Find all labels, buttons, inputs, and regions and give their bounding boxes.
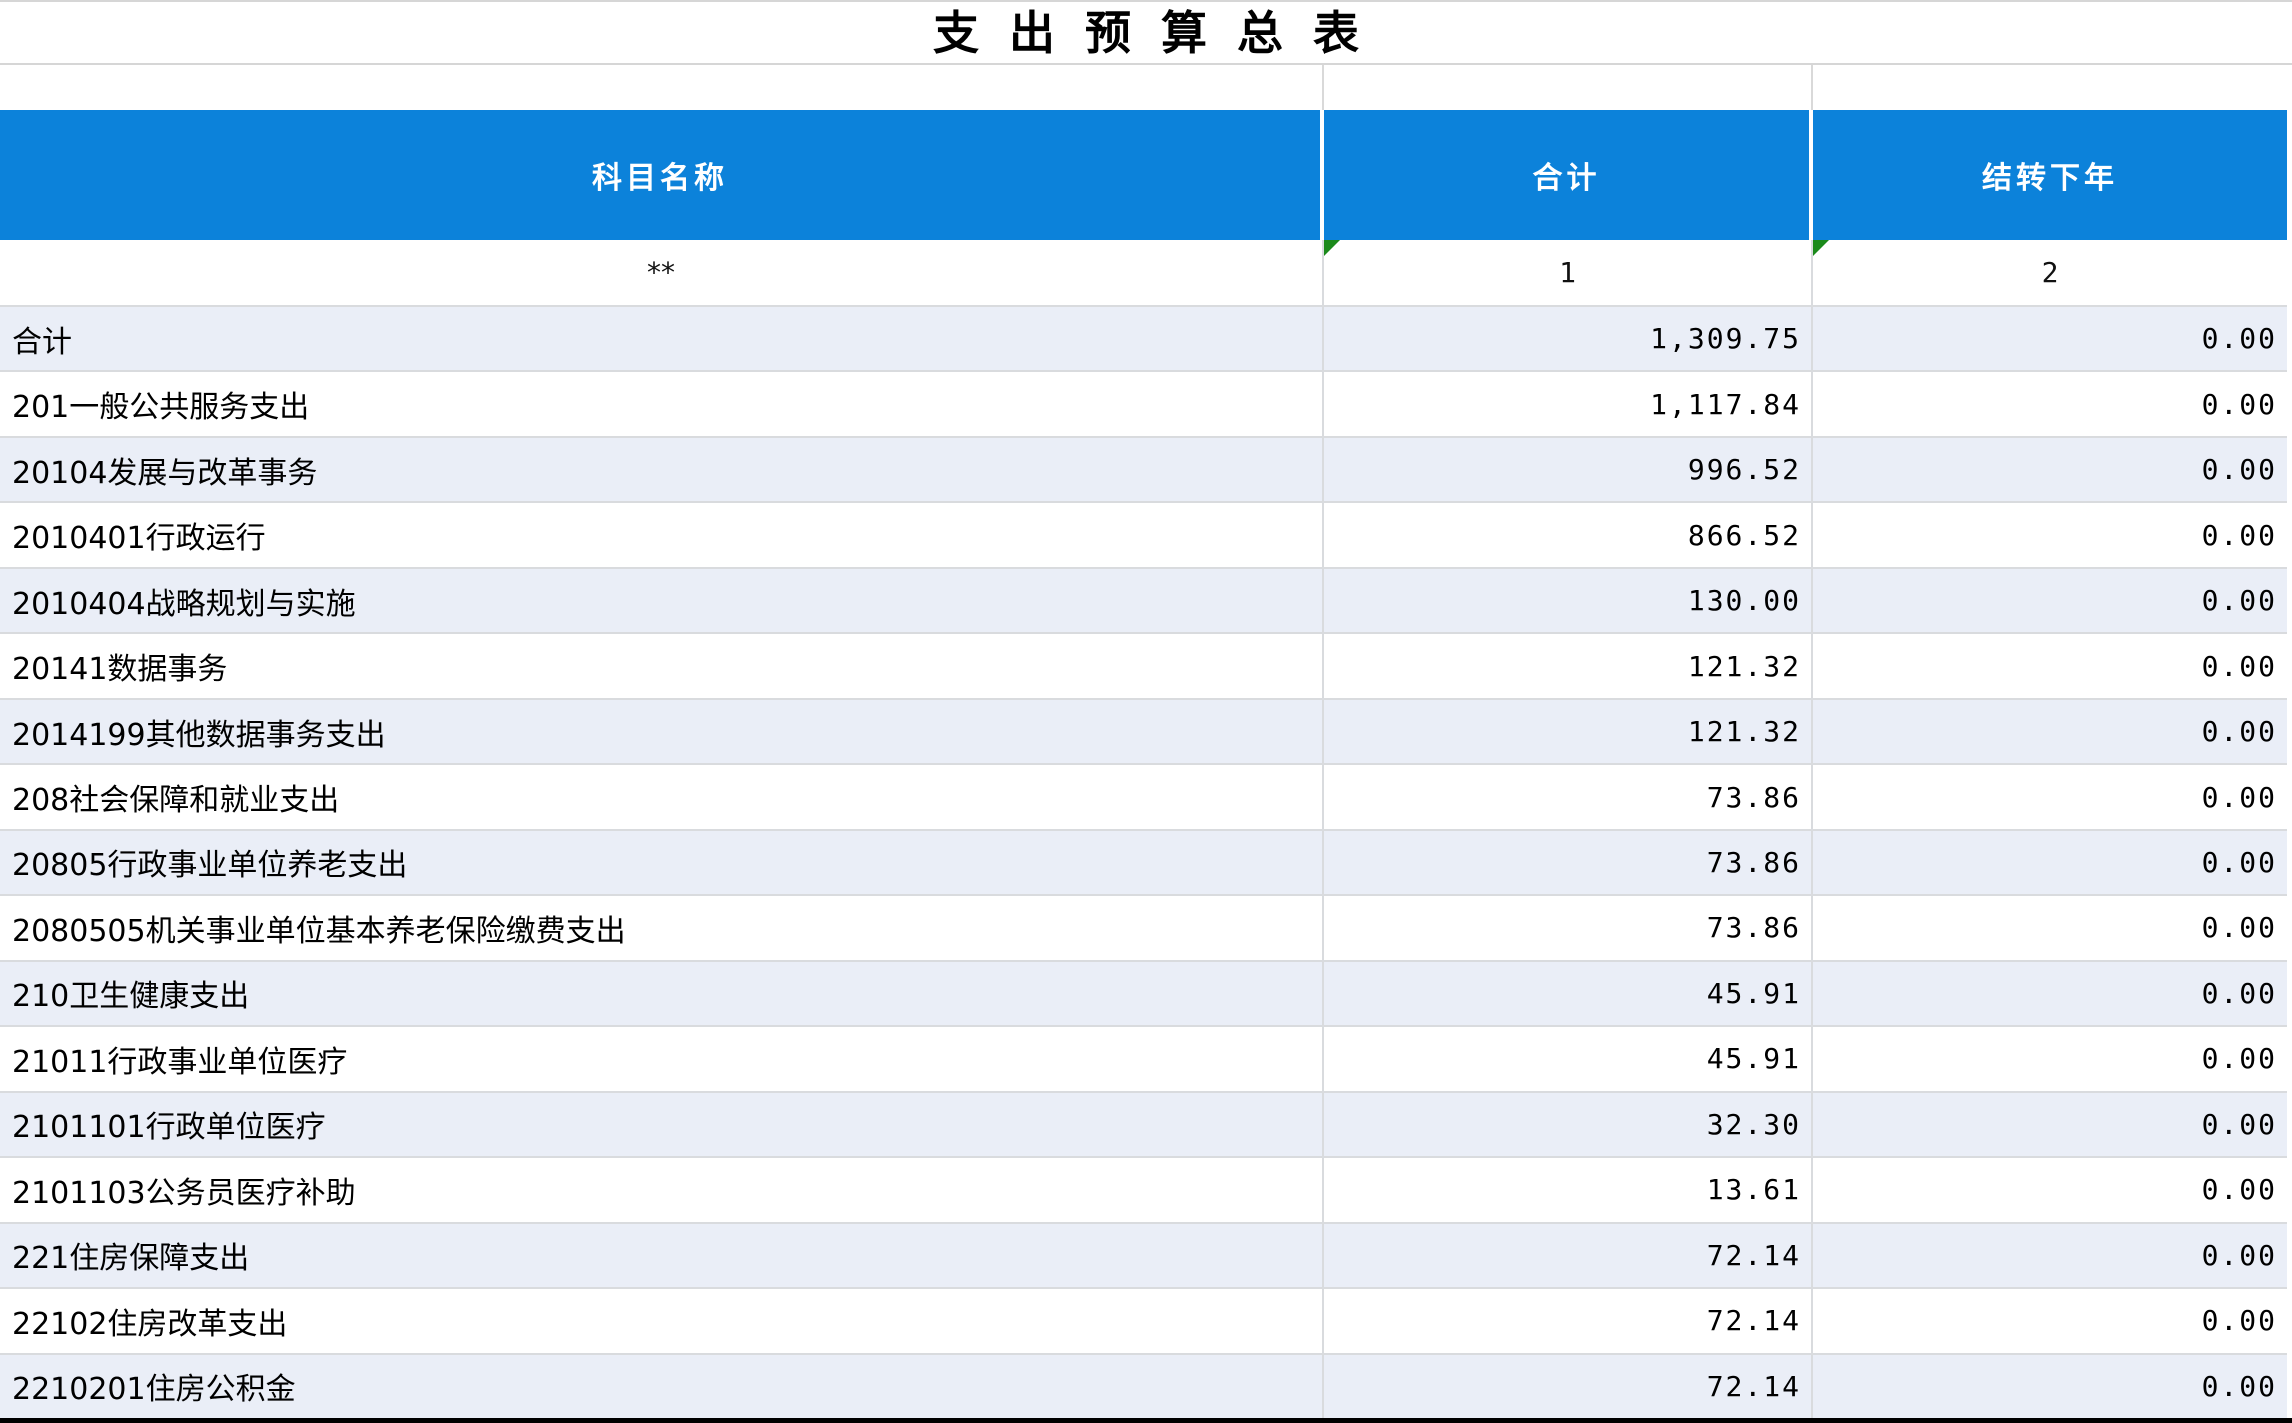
total-cell[interactable]: 13.61: [1324, 1158, 1813, 1222]
carryover-cell[interactable]: 0.00: [2201, 387, 2277, 421]
table-row: 210卫生健康支出 45.91 0.00: [0, 959, 2287, 1026]
column-header-carryover[interactable]: 结转下年: [1813, 110, 2287, 240]
carryover-code-value: 2: [2041, 256, 2059, 289]
table-row: 2010404战略规划与实施 130.00 0.00: [0, 566, 2287, 633]
subject-cell[interactable]: 2210201住房公积金: [0, 1354, 1324, 1418]
subject-cell[interactable]: 221住房保障支出: [0, 1223, 1324, 1288]
total-code-value: 1: [1559, 256, 1576, 289]
subject-cell[interactable]: 2101103公务员医疗补助: [0, 1158, 1324, 1222]
subject-cell[interactable]: 2010401行政运行: [0, 503, 1324, 567]
total-cell[interactable]: 45.91: [1324, 961, 1813, 1026]
error-indicator-icon: [1813, 240, 1829, 256]
carryover-cell[interactable]: 0.00: [2201, 322, 2277, 356]
table-row: 201一般公共服务支出 1,117.84 0.00: [0, 370, 2287, 436]
total-cell[interactable]: 72.14: [1324, 1354, 1813, 1418]
title-row: 支出预算总表: [0, 0, 2292, 65]
total-cell[interactable]: 1,117.84: [1324, 372, 1813, 436]
table-row: 2101101行政单位医疗 32.30 0.00: [0, 1090, 2287, 1157]
table-row: 20141数据事务 121.32 0.00: [0, 632, 2287, 698]
table-row: 21011行政事业单位医疗 45.91 0.00: [0, 1025, 2287, 1091]
table-row: 221住房保障支出 72.14 0.00: [0, 1221, 2287, 1288]
table-body: 合计 1,309.75 0.00 201一般公共服务支出 1,117.84 0.00 201…: [0, 305, 2292, 1418]
total-cell[interactable]: 130.00: [1324, 568, 1813, 633]
total-cell[interactable]: 73.86: [1324, 896, 1813, 960]
subject-cell[interactable]: 20104发展与改革事务: [0, 437, 1324, 502]
carryover-cell[interactable]: 0.00: [2201, 649, 2277, 683]
total-cell[interactable]: 121.32: [1324, 634, 1813, 698]
subject-cell[interactable]: 2101101行政单位医疗: [0, 1092, 1324, 1157]
carryover-cell[interactable]: 0.00: [2201, 518, 2277, 552]
total-cell[interactable]: 73.86: [1324, 830, 1813, 895]
total-cell[interactable]: 72.14: [1324, 1223, 1813, 1288]
carryover-cell[interactable]: 0.00: [2201, 911, 2277, 945]
table-row: 208社会保障和就业支出 73.86 0.00: [0, 763, 2287, 829]
error-indicator-icon: [1324, 240, 1340, 256]
subject-cell[interactable]: 22102住房改革支出: [0, 1289, 1324, 1353]
spacer-cell: [0, 65, 1324, 110]
table-row: 22102住房改革支出 72.14 0.00: [0, 1287, 2287, 1353]
subject-cell[interactable]: 20805行政事业单位养老支出: [0, 830, 1324, 895]
spacer-cell: [1813, 65, 2287, 110]
table-row: 2210201住房公积金 72.14 0.00: [0, 1352, 2287, 1418]
total-cell[interactable]: 32.30: [1324, 1092, 1813, 1157]
carryover-code-cell[interactable]: 2: [1813, 240, 2287, 305]
table-row: 2014199其他数据事务支出 121.32 0.00: [0, 697, 2287, 764]
table-row: 2080505机关事业单位基本养老保险缴费支出 73.86 0.00: [0, 894, 2287, 960]
carryover-cell[interactable]: 0.00: [2201, 1107, 2277, 1141]
subject-code-cell[interactable]: **: [0, 240, 1324, 305]
total-cell[interactable]: 121.32: [1324, 699, 1813, 764]
column-header-subject[interactable]: 科目名称: [0, 110, 1324, 240]
subject-cell[interactable]: 20141数据事务: [0, 634, 1324, 698]
total-cell[interactable]: 73.86: [1324, 765, 1813, 829]
subject-cell[interactable]: 210卫生健康支出: [0, 961, 1324, 1026]
carryover-cell[interactable]: 0.00: [2201, 780, 2277, 814]
carryover-cell[interactable]: 0.00: [2201, 1238, 2277, 1272]
subject-cell[interactable]: 2010404战略规划与实施: [0, 568, 1324, 633]
total-cell[interactable]: 72.14: [1324, 1289, 1813, 1353]
subject-cell[interactable]: 208社会保障和就业支出: [0, 765, 1324, 829]
total-code-cell[interactable]: 1: [1324, 240, 1813, 305]
carryover-cell[interactable]: 0.00: [2201, 1173, 2277, 1207]
subject-cell[interactable]: 2014199其他数据事务支出: [0, 699, 1324, 764]
table-row: 20805行政事业单位养老支出 73.86 0.00: [0, 828, 2287, 895]
table-row: 2010401行政运行 866.52 0.00: [0, 501, 2287, 567]
carryover-cell[interactable]: 0.00: [2201, 453, 2277, 487]
carryover-cell[interactable]: 0.00: [2201, 1369, 2277, 1403]
table-row: 合计 1,309.75 0.00: [0, 305, 2287, 371]
table-row: 2101103公务员医疗补助 13.61 0.00: [0, 1156, 2287, 1222]
column-header-total[interactable]: 合计: [1324, 110, 1813, 240]
page-title: 支出预算总表: [933, 5, 1389, 60]
subject-cell[interactable]: 21011行政事业单位医疗: [0, 1027, 1324, 1091]
carryover-cell[interactable]: 0.00: [2201, 1042, 2277, 1076]
subject-cell[interactable]: 2080505机关事业单位基本养老保险缴费支出: [0, 896, 1324, 960]
total-cell[interactable]: 866.52: [1324, 503, 1813, 567]
carryover-cell[interactable]: 0.00: [2201, 715, 2277, 749]
carryover-cell[interactable]: 0.00: [2201, 584, 2277, 618]
carryover-cell[interactable]: 0.00: [2201, 1304, 2277, 1338]
spacer-row: [0, 65, 2287, 110]
table-row: 20104发展与改革事务 996.52 0.00: [0, 435, 2287, 502]
subject-cell[interactable]: 201一般公共服务支出: [0, 372, 1324, 436]
table-header-row: 科目名称 合计 结转下年: [0, 110, 2287, 240]
column-code-row: ** 1 2: [0, 240, 2287, 305]
subject-cell[interactable]: 合计: [0, 307, 1324, 371]
total-cell[interactable]: 996.52: [1324, 437, 1813, 502]
carryover-cell[interactable]: 0.00: [2201, 976, 2277, 1010]
carryover-cell[interactable]: 0.00: [2201, 845, 2277, 879]
total-cell[interactable]: 1,309.75: [1324, 307, 1813, 371]
spacer-cell: [1324, 65, 1813, 110]
total-cell[interactable]: 45.91: [1324, 1027, 1813, 1091]
